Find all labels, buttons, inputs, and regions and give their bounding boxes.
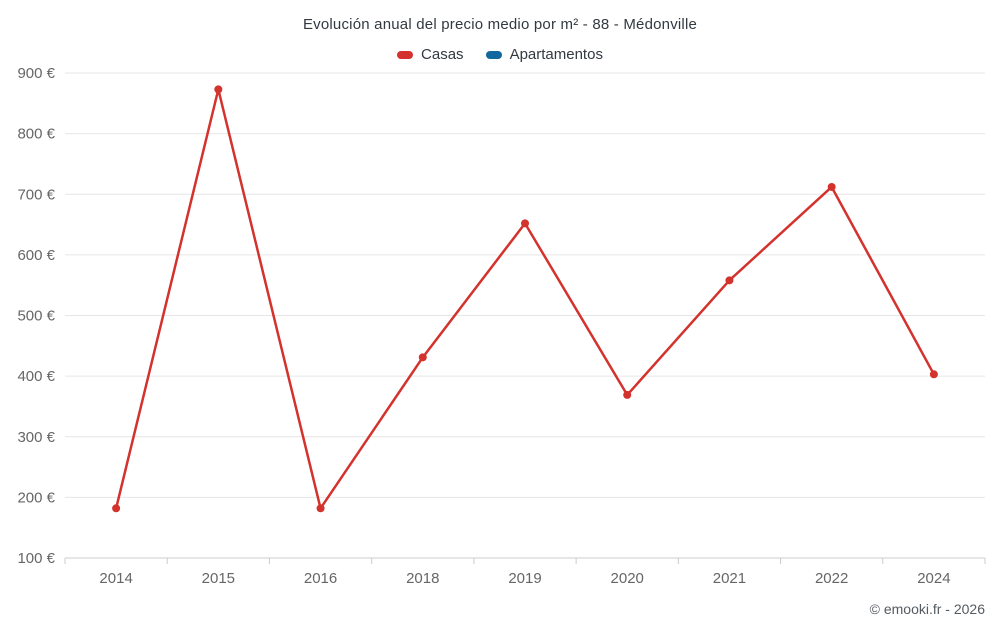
data-point-casas-2015[interactable]	[214, 85, 223, 94]
data-point-casas-2019[interactable]	[521, 219, 529, 228]
y-axis-tick-label: 500 €	[17, 308, 55, 325]
y-axis-tick-label: 100 €	[17, 550, 55, 567]
chart-footer-credit: © emooki.fr - 2026	[869, 601, 985, 617]
x-axis-tick-label: 2019	[508, 570, 541, 587]
x-axis-tick-label: 2018	[406, 570, 439, 587]
y-axis-tick-label: 800 €	[17, 126, 55, 143]
legend-swatch-casas-icon	[397, 50, 414, 59]
x-axis-tick-label: 2020	[611, 570, 644, 587]
data-point-casas-2024[interactable]	[929, 370, 938, 379]
legend-swatch-apartamentos-icon	[485, 50, 502, 59]
data-point-casas-2016[interactable]	[316, 504, 325, 513]
chart-title: Evolución anual del precio medio por m² …	[302, 16, 698, 33]
y-axis-tick-label: 400 €	[17, 368, 55, 385]
legend-label-apartamentos: Apartamentos	[509, 46, 603, 63]
data-point-casas-2020[interactable]	[623, 390, 632, 399]
series-line-casas	[114, 88, 936, 510]
x-axis-tick-label: 2015	[202, 570, 235, 587]
data-point-casas-2022[interactable]	[827, 182, 836, 191]
y-axis-tick-label: 300 €	[17, 429, 55, 446]
data-point-casas-2014[interactable]	[112, 504, 121, 513]
data-point-casas-2021[interactable]	[725, 276, 734, 285]
legend-item-apartamentos[interactable]: Apartamentos	[485, 46, 603, 63]
y-axis-tick-label: 700 €	[17, 186, 55, 203]
chart-legend: Casas Apartamentos	[0, 46, 1000, 63]
x-axis-tick-label: 2014	[99, 570, 132, 587]
legend-item-casas[interactable]: Casas	[397, 46, 464, 63]
x-axis-tick-label: 2016	[304, 570, 337, 587]
y-axis-tick-label: 600 €	[17, 247, 55, 264]
y-axis-tick-label: 200 €	[17, 489, 55, 506]
x-axis-tick-label: 2021	[713, 570, 746, 587]
x-axis-tick-label: 2024	[917, 570, 950, 587]
data-point-casas-2018[interactable]	[418, 353, 427, 362]
x-axis-tick-label: 2022	[815, 570, 848, 587]
y-axis-tick-label: 900 €	[17, 65, 55, 82]
legend-label-casas: Casas	[421, 46, 464, 63]
